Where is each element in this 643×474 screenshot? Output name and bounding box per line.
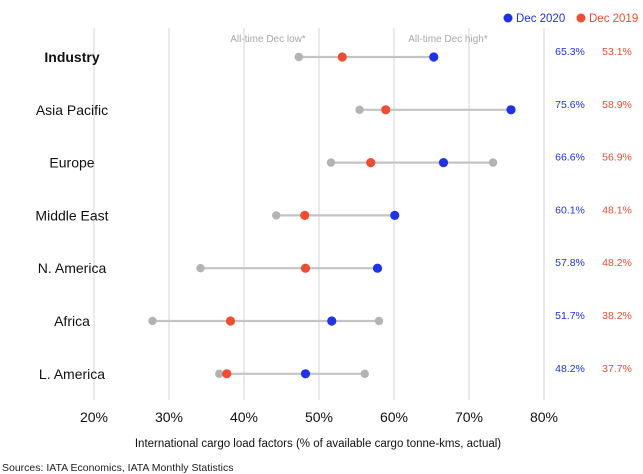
dec2019-point bbox=[300, 210, 310, 220]
all-time-high-marker bbox=[360, 369, 369, 378]
x-tick-label: 60% bbox=[380, 409, 408, 425]
legend-dec2020-label: Dec 2020 bbox=[516, 13, 565, 25]
all-time-low-marker bbox=[294, 52, 303, 62]
category-label: Middle East bbox=[35, 207, 108, 223]
all-time-low-marker bbox=[326, 158, 336, 167]
category-label: Industry bbox=[44, 49, 99, 65]
dec2019-point bbox=[222, 369, 232, 379]
dec2019-point bbox=[225, 316, 236, 326]
legend: Dec 2020 Dec 2019 bbox=[503, 13, 638, 25]
category-rows: Industry 65.3% 53.1% Asia Pacific 75.6% 58.9%… bbox=[35, 46, 631, 382]
dec2020-value-label: 60.1% bbox=[555, 204, 585, 216]
x-tick-label: 30% bbox=[155, 409, 183, 425]
dec2020-value-label: 51.7% bbox=[555, 310, 585, 322]
dec2020-point bbox=[300, 369, 311, 379]
category-label: Europe bbox=[49, 155, 94, 171]
dec2020-point bbox=[429, 52, 439, 62]
all-time-low-marker bbox=[196, 264, 205, 273]
dec2020-value-label: 48.2% bbox=[555, 363, 585, 375]
dec2019-value-label: 48.2% bbox=[602, 257, 632, 269]
all-time-low-marker bbox=[148, 316, 157, 326]
dec2019-value-label: 37.7% bbox=[602, 363, 632, 375]
dec2019-point bbox=[337, 52, 347, 62]
dec2019-point bbox=[300, 263, 311, 273]
dec2020-point bbox=[506, 105, 516, 115]
dec2020-point bbox=[438, 158, 449, 168]
dec2020-value-label: 57.8% bbox=[555, 257, 585, 269]
dec2019-value-label: 56.9% bbox=[602, 152, 632, 164]
dec2019-value-label: 48.1% bbox=[602, 204, 632, 216]
all-time-low-marker bbox=[215, 369, 224, 378]
category-label: Asia Pacific bbox=[36, 102, 108, 118]
all-time-high-marker bbox=[488, 158, 498, 167]
dec2020-value-label: 66.6% bbox=[555, 152, 585, 164]
dec2020-value-label: 75.6% bbox=[555, 99, 585, 111]
all-time-high-marker bbox=[374, 316, 384, 326]
x-tick-label: 70% bbox=[455, 409, 483, 425]
x-tick-label: 40% bbox=[230, 409, 258, 425]
dec2020-value-label: 65.3% bbox=[555, 46, 585, 58]
category-row: Industry 65.3% 53.1% bbox=[44, 46, 632, 65]
vertical-gridlines bbox=[93, 28, 545, 400]
all-time-high-label: All-time Dec high* bbox=[408, 34, 488, 45]
x-tick-label: 80% bbox=[530, 409, 558, 425]
source-note: Sources: IATA Economics, IATA Monthly St… bbox=[2, 462, 233, 474]
category-row: N. America 57.8% 48.2% bbox=[38, 257, 632, 276]
dec2019-value-label: 58.9% bbox=[602, 99, 632, 111]
category-row: L. America 48.2% 37.7% bbox=[39, 363, 632, 382]
all-time-low-label: All-time Dec low* bbox=[230, 34, 306, 45]
category-label: L. America bbox=[39, 366, 105, 382]
category-row: Asia Pacific 75.6% 58.9% bbox=[36, 99, 632, 118]
dec2020-point bbox=[327, 316, 337, 326]
dec2019-point bbox=[381, 105, 391, 115]
x-tick-label: 50% bbox=[305, 409, 333, 425]
x-axis-title: International cargo load factors (% of a… bbox=[135, 438, 501, 450]
legend-dec2020-marker bbox=[503, 13, 513, 23]
x-tick-label: 20% bbox=[80, 409, 108, 425]
dec2019-value-label: 53.1% bbox=[602, 46, 632, 58]
category-row: Middle East 60.1% 48.1% bbox=[35, 204, 631, 223]
dec2019-value-label: 38.2% bbox=[602, 310, 632, 322]
x-axis-tick-labels: 20% 30% 40% 50% 60% 70% 80% bbox=[80, 409, 558, 425]
legend-dec2019-label: Dec 2019 bbox=[589, 13, 638, 25]
dec2019-point bbox=[366, 158, 376, 168]
all-time-annotations: All-time Dec low* All-time Dec high* bbox=[230, 34, 488, 45]
category-label: N. America bbox=[38, 260, 107, 276]
all-time-low-marker bbox=[355, 105, 364, 115]
dec2020-point bbox=[390, 210, 400, 220]
dec2020-point bbox=[372, 263, 383, 273]
legend-dec2019-marker bbox=[576, 13, 586, 23]
category-row: Africa 51.7% 38.2% bbox=[54, 310, 632, 329]
category-row: Europe 66.6% 56.9% bbox=[49, 152, 631, 171]
all-time-low-marker bbox=[272, 211, 281, 220]
category-label: Africa bbox=[54, 313, 90, 329]
